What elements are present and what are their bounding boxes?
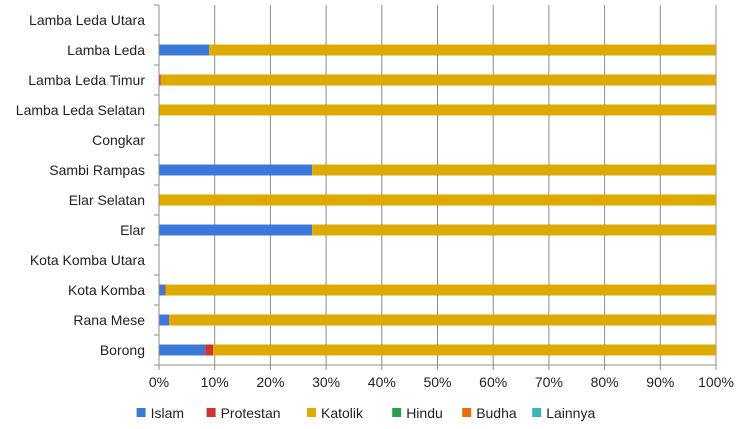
x-tick-label: 20%	[256, 374, 284, 390]
legend-label-budha: Budha	[476, 405, 517, 421]
bar-segment-protestan	[159, 74, 161, 86]
bar-segment-katolik	[312, 224, 716, 236]
legend-label-hindu: Hindu	[406, 405, 443, 421]
legend-swatch-lainnya	[532, 408, 542, 417]
bar-segment-islam	[159, 284, 165, 296]
legend-swatch-protestan	[206, 408, 216, 417]
bar-segment-islam	[159, 164, 313, 176]
category-label: Sambi Rampas	[49, 162, 145, 178]
legend-label-lainnya: Lainnya	[546, 405, 595, 421]
bar-segment-katolik	[209, 44, 716, 56]
bar-segment-protestan	[164, 284, 166, 296]
bar-segment-islam	[159, 224, 313, 236]
bar-segment-islam	[159, 314, 170, 326]
category-label: Elar	[120, 222, 145, 238]
bar-segment-katolik	[159, 194, 716, 206]
legend-swatch-katolik	[307, 408, 316, 417]
legend-swatch-budha	[462, 408, 472, 417]
legend-swatch-islam	[136, 408, 146, 417]
category-label: Lamba Leda	[67, 42, 145, 58]
x-tick-label: 100%	[698, 374, 734, 390]
x-tick-label: 10%	[201, 374, 229, 390]
category-label: Congkar	[92, 132, 145, 148]
bar-segment-katolik	[213, 344, 717, 356]
category-label: Lamba Leda Timur	[28, 72, 145, 88]
x-tick-label: 0%	[149, 374, 169, 390]
category-label: Kota Komba	[68, 282, 145, 298]
bar-segment-katolik	[159, 104, 716, 116]
x-tick-label: 50%	[423, 374, 451, 390]
legend-label-protestan: Protestan	[221, 405, 281, 421]
x-tick-label: 80%	[591, 374, 619, 390]
x-tick-label: 40%	[368, 374, 396, 390]
x-tick-label: 30%	[312, 374, 340, 390]
category-label: Kota Komba Utara	[30, 252, 145, 268]
x-tick-label: 70%	[535, 374, 563, 390]
bar-segment-islam	[159, 44, 210, 56]
x-tick-label: 90%	[646, 374, 674, 390]
category-label: Elar Selatan	[69, 192, 145, 208]
bar-segment-katolik	[312, 164, 716, 176]
category-label: Lamba Leda Utara	[29, 12, 145, 28]
bar-segment-protestan	[205, 344, 214, 356]
category-label: Rana Mese	[73, 312, 145, 328]
legend-swatch-hindu	[392, 408, 402, 417]
legend-label-islam: Islam	[151, 405, 184, 421]
bar-segment-katolik	[165, 284, 716, 296]
bar-segment-katolik	[169, 314, 716, 326]
category-label: Lamba Leda Selatan	[16, 102, 145, 118]
x-tick-label: 60%	[479, 374, 507, 390]
legend-label-katolik: Katolik	[321, 405, 364, 421]
category-label: Borong	[100, 342, 145, 358]
bar-segment-islam	[159, 344, 206, 356]
bar-segment-katolik	[160, 74, 716, 86]
